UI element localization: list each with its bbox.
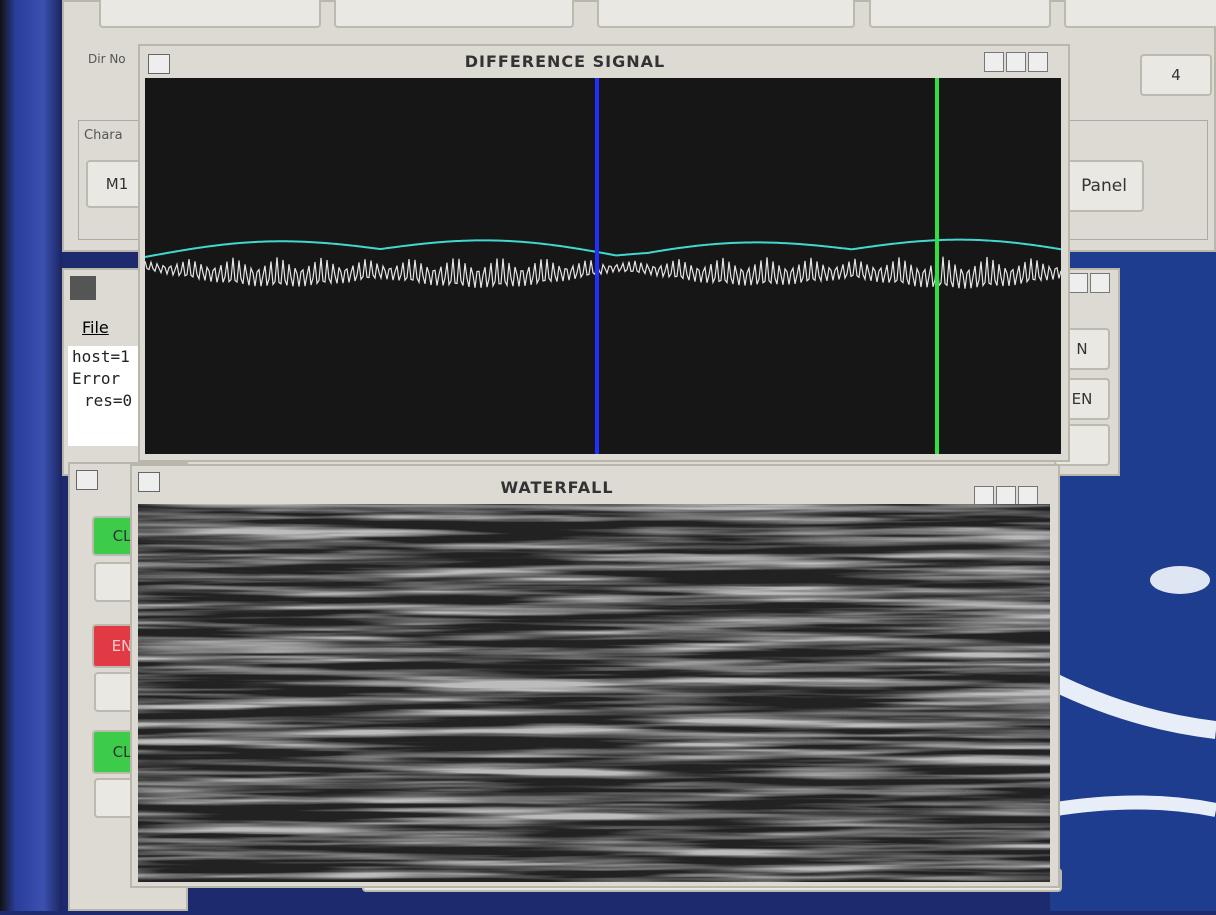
difference-signal-window: DIFFERENCE SIGNAL — [138, 44, 1070, 462]
console-line: host=1 — [68, 346, 148, 368]
window-title: DIFFERENCE SIGNAL — [140, 52, 990, 71]
toolbar-button[interactable] — [869, 0, 1051, 28]
window-title: WATERFALL — [132, 478, 982, 497]
window-icon — [70, 276, 96, 300]
file-menu[interactable]: File — [82, 318, 109, 337]
waterfall-image — [138, 504, 1050, 882]
panel-button[interactable]: Panel — [1064, 160, 1144, 212]
screen: Dir No 4 Chara M1 Panel File host=1 Erro… — [0, 0, 1216, 911]
console-line: Error — [68, 368, 148, 390]
group-label: Chara — [84, 128, 123, 143]
number-field[interactable]: 4 — [1140, 54, 1212, 96]
console-line: res=0 — [68, 390, 148, 412]
waterfall-window: WATERFALL — [130, 464, 1060, 888]
toolbar-button[interactable] — [334, 0, 574, 28]
signal-plot — [145, 78, 1061, 454]
toolbar-button[interactable] — [99, 0, 321, 28]
toolbar-button[interactable] — [597, 0, 855, 28]
dir-label: Dir No — [88, 52, 126, 66]
left-strip — [0, 0, 62, 911]
toolbar-button[interactable] — [1064, 0, 1216, 28]
console-text: host=1 Error res=0 — [68, 346, 148, 446]
